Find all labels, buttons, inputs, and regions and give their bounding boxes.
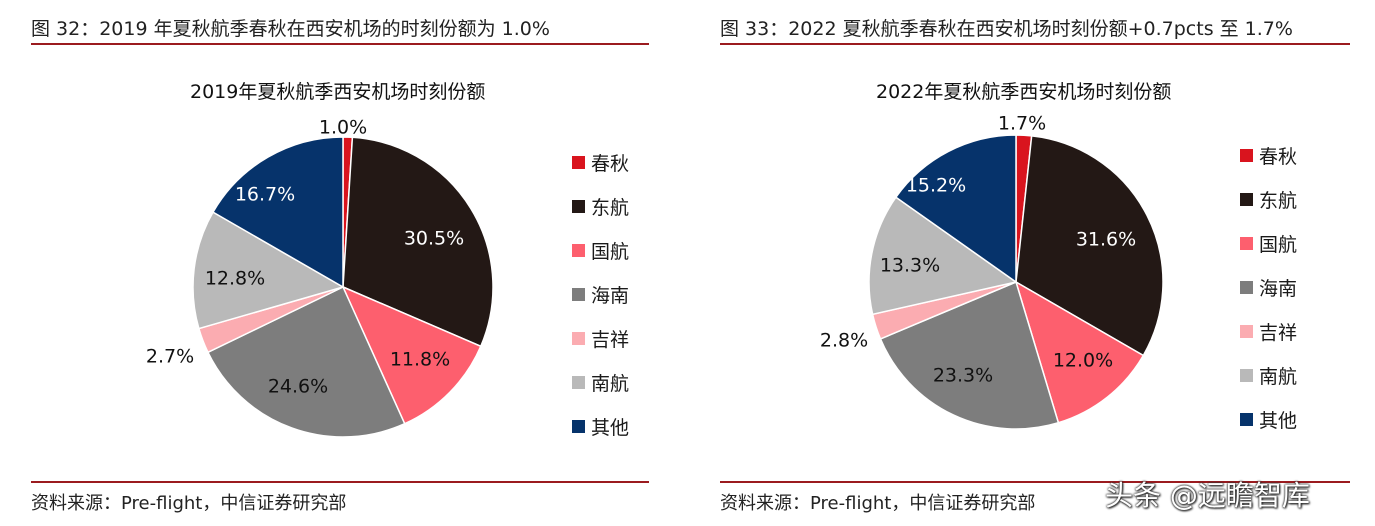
pie-slice-2 xyxy=(1015,135,1164,357)
legend-item: 东航 xyxy=(572,184,629,228)
data-label-2: 31.6% xyxy=(1076,229,1136,251)
pie-chart-2022: 1.7% 31.6% 12.0% 23.3% 2.8% 13.3% 15.2% xyxy=(820,113,1164,430)
figure-title: 图 32：2019 年夏秋航季春秋在西安机场的时刻份额为 1.0% xyxy=(31,18,550,40)
pie-slice-3 xyxy=(341,285,482,425)
legend-swatch xyxy=(1240,412,1253,426)
legend-swatch xyxy=(572,243,585,257)
chart-title: 2019年夏秋航季西安机场时刻份额 xyxy=(190,81,486,103)
data-label-3: 12.0% xyxy=(1053,350,1113,372)
chart-legend: 春秋东航国航海南吉祥南航其他 xyxy=(572,140,629,448)
legend-swatch xyxy=(1240,368,1253,382)
data-label-7: 15.2% xyxy=(906,175,966,197)
legend-item: 国航 xyxy=(572,228,629,272)
legend-label: 国航 xyxy=(591,240,630,263)
source-rule xyxy=(31,481,649,483)
data-label-3: 11.8% xyxy=(390,349,450,371)
pie-slice-6 xyxy=(868,196,1018,316)
data-label-4: 24.6% xyxy=(268,376,328,398)
legend-item: 春秋 xyxy=(1240,133,1297,177)
data-label-1: 1.0% xyxy=(319,117,367,139)
legend-label: 春秋 xyxy=(591,152,630,175)
data-label-4: 23.3% xyxy=(933,365,993,387)
pie-slice-7 xyxy=(894,134,1017,284)
legend-swatch xyxy=(572,287,585,301)
data-label-5: 2.8% xyxy=(820,330,868,352)
pie-slice-4 xyxy=(206,285,406,438)
legend-label: 海南 xyxy=(1259,277,1298,300)
legend-item: 海南 xyxy=(572,272,629,316)
data-label-7: 16.7% xyxy=(235,184,295,206)
legend-swatch xyxy=(1240,324,1253,338)
legend-item: 海南 xyxy=(1240,265,1297,309)
watermark: 头条 @远瞻智库 xyxy=(1105,479,1310,512)
pie-slice-2 xyxy=(342,136,494,348)
legend-swatch xyxy=(572,199,585,213)
legend-swatch xyxy=(572,155,585,169)
data-label-5: 2.7% xyxy=(146,346,194,368)
legend-swatch xyxy=(572,419,585,433)
pie-chart-2019: 1.0% 30.5% 11.8% 24.6% 2.7% 12.8% 16.7% xyxy=(146,117,494,438)
legend-label: 吉祥 xyxy=(591,328,630,351)
legend-label: 春秋 xyxy=(1259,145,1298,168)
legend-item: 吉祥 xyxy=(572,316,629,360)
title-rule xyxy=(720,43,1350,45)
legend-item: 国航 xyxy=(1240,221,1297,265)
legend-swatch xyxy=(1240,192,1253,206)
legend-swatch xyxy=(1240,236,1253,250)
figure-33-panel: 图 33：2022 夏秋航季春秋在西安机场时刻份额+0.7pcts 至 1.7%… xyxy=(700,0,1375,526)
source-rule xyxy=(720,481,1350,483)
legend-label: 南航 xyxy=(1259,365,1298,388)
legend-item: 南航 xyxy=(572,360,629,404)
data-label-6: 13.3% xyxy=(880,255,940,277)
legend-item: 南航 xyxy=(1240,353,1297,397)
legend-swatch xyxy=(572,331,585,345)
data-label-2: 30.5% xyxy=(404,228,464,250)
legend-swatch xyxy=(572,375,585,389)
pie-slice-6 xyxy=(192,211,345,330)
legend-item: 其他 xyxy=(572,404,629,448)
legend-label: 南航 xyxy=(591,372,630,395)
chart-title: 2022年夏秋航季西安机场时刻份额 xyxy=(876,81,1172,103)
legend-label: 东航 xyxy=(1259,189,1298,212)
legend-label: 海南 xyxy=(591,284,630,307)
pie-slice-4 xyxy=(879,280,1060,430)
data-label-6: 12.8% xyxy=(205,268,265,290)
source-note: 资料来源：Pre-flight，中信证券研究部 xyxy=(720,493,1036,514)
legend-label: 其他 xyxy=(591,416,630,439)
figure-title: 图 33：2022 夏秋航季春秋在西安机场时刻份额+0.7pcts 至 1.7% xyxy=(720,18,1293,40)
legend-item: 吉祥 xyxy=(1240,309,1297,353)
legend-item: 东航 xyxy=(1240,177,1297,221)
legend-swatch xyxy=(1240,148,1253,162)
legend-label: 东航 xyxy=(591,196,630,219)
pie-slice-7 xyxy=(211,136,344,289)
data-label-1: 1.7% xyxy=(998,113,1046,135)
title-rule xyxy=(31,43,649,45)
figure-32-panel: 图 32：2019 年夏秋航季春秋在西安机场的时刻份额为 1.0% 2019年夏… xyxy=(0,0,660,526)
legend-label: 其他 xyxy=(1259,409,1298,432)
chart-legend: 春秋东航国航海南吉祥南航其他 xyxy=(1240,133,1297,441)
legend-item: 其他 xyxy=(1240,397,1297,441)
legend-swatch xyxy=(1240,280,1253,294)
legend-item: 春秋 xyxy=(572,140,629,184)
legend-label: 吉祥 xyxy=(1259,321,1298,344)
source-note: 资料来源：Pre-flight，中信证券研究部 xyxy=(31,493,347,514)
legend-label: 国航 xyxy=(1259,233,1298,256)
